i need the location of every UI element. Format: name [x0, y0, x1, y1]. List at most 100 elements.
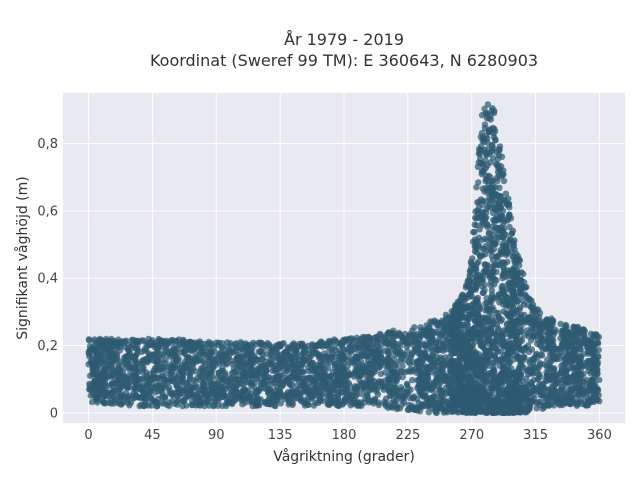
data-point: [390, 344, 397, 351]
data-point: [592, 367, 599, 375]
data-point: [407, 365, 414, 373]
data-point: [212, 390, 219, 397]
data-point: [436, 338, 444, 345]
data-point: [592, 356, 600, 363]
data-point: [548, 375, 555, 382]
data-point: [475, 387, 482, 394]
data-point: [450, 397, 458, 404]
data-point: [485, 269, 493, 277]
data-point: [223, 349, 231, 357]
data-point: [471, 243, 478, 250]
data-point: [488, 223, 496, 230]
data-point: [515, 312, 522, 320]
data-point: [358, 351, 365, 358]
data-point: [212, 356, 220, 363]
data-point: [500, 177, 508, 185]
data-point: [185, 355, 192, 362]
chart-title-line1: År 1979 - 2019: [284, 30, 404, 49]
data-point: [473, 318, 481, 325]
data-point: [385, 329, 392, 337]
data-point: [536, 341, 544, 349]
data-point: [358, 390, 365, 398]
data-point: [557, 393, 564, 400]
data-point: [214, 380, 221, 388]
data-point: [134, 394, 142, 401]
data-point: [481, 124, 489, 132]
data-point: [313, 384, 321, 392]
data-point: [493, 160, 500, 168]
data-point: [445, 387, 452, 394]
data-point: [518, 391, 525, 398]
data-point: [530, 354, 538, 362]
data-point: [536, 371, 543, 378]
data-point: [596, 398, 603, 405]
data-point: [315, 354, 323, 361]
data-point: [331, 353, 338, 360]
data-point: [207, 398, 215, 405]
data-point: [493, 277, 500, 284]
data-point: [488, 192, 496, 199]
data-point: [471, 285, 478, 292]
data-point: [499, 198, 506, 205]
data-point: [341, 380, 348, 387]
data-point: [467, 293, 474, 300]
data-point: [249, 402, 256, 410]
data-point: [509, 227, 517, 234]
data-point: [485, 229, 493, 236]
data-point: [574, 362, 582, 370]
data-point: [485, 172, 492, 179]
data-point: [510, 343, 517, 350]
data-point: [472, 208, 479, 215]
data-point: [495, 313, 502, 320]
data-point: [467, 265, 475, 272]
data-point: [97, 364, 104, 371]
data-point: [477, 159, 484, 167]
data-point: [145, 380, 152, 387]
data-point: [402, 368, 409, 376]
data-point: [231, 395, 239, 402]
data-point: [131, 365, 138, 372]
data-point: [482, 307, 489, 314]
data-point: [109, 371, 116, 379]
data-point: [382, 400, 390, 407]
data-point: [311, 343, 319, 351]
data-point: [163, 364, 171, 371]
data-point: [495, 326, 503, 334]
data-point: [243, 379, 250, 386]
data-point: [503, 390, 511, 397]
data-point: [478, 375, 486, 382]
data-point: [359, 345, 366, 353]
data-point: [404, 348, 411, 355]
data-point: [512, 394, 519, 402]
data-point: [538, 320, 546, 327]
data-point: [493, 174, 500, 182]
data-point: [574, 324, 582, 332]
data-point: [418, 391, 425, 399]
data-point: [519, 384, 526, 392]
data-point: [487, 278, 494, 286]
data-point: [464, 338, 472, 345]
data-point: [331, 336, 338, 343]
data-point: [519, 297, 527, 305]
data-point: [546, 393, 553, 401]
data-point: [364, 344, 371, 351]
data-point: [549, 317, 556, 324]
data-point: [385, 350, 392, 358]
data-point: [156, 337, 163, 344]
data-point: [148, 394, 155, 401]
data-point: [208, 385, 215, 392]
data-point: [264, 340, 271, 347]
data-point: [557, 349, 565, 356]
data-point: [484, 101, 492, 108]
data-point: [221, 391, 228, 399]
data-point: [258, 339, 265, 347]
data-point: [93, 358, 101, 366]
data-point: [480, 385, 487, 392]
data-point: [471, 324, 478, 331]
data-point: [484, 223, 491, 231]
data-point: [520, 347, 527, 354]
data-point: [462, 304, 470, 311]
data-point: [417, 374, 424, 382]
data-point: [558, 343, 565, 350]
data-point: [287, 381, 294, 389]
